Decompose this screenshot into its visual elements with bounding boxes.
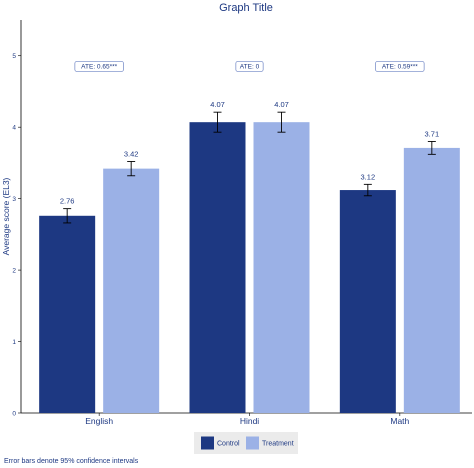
ate-label: ATE: 0.65*** [81,64,117,71]
legend-swatch-control [201,436,214,450]
value-label: 3.42 [124,149,139,158]
ate-badge [74,61,124,72]
bar-treatment-math [403,147,460,414]
y-tick-label: 0 [12,410,16,417]
ate-label: ATE: 0 [240,64,260,71]
value-label: 3.71 [425,129,440,138]
legend-label-treatment: Treatment [262,441,294,448]
y-tick-label: 4 [12,124,16,131]
y-tick-label: 5 [12,53,16,60]
bar-control-math [339,190,396,413]
y-axis-title: Average score (EL3) [1,177,11,255]
ate-label: ATE: 0.59*** [382,64,418,71]
bar-treatment-hindi [253,122,310,414]
y-tick-label: 3 [12,196,16,203]
chart-title: Graph Title [219,2,273,14]
x-tick-label: English [85,416,113,426]
bar-control-hindi [189,122,246,414]
ate-badge [375,61,425,72]
value-label: 4.07 [274,100,289,109]
value-label: 3.12 [361,172,376,181]
value-label: 4.07 [210,100,225,109]
y-tick-label: 1 [12,339,16,346]
y-tick-label: 2 [12,267,16,274]
bar-treatment-english [103,168,160,413]
x-tick-label: Hindi [240,416,259,426]
chart-footnote: Error bars denote 95% confidence interva… [4,458,139,465]
legend-label-control: Control [217,441,240,448]
legend-swatch-treatment [246,436,259,450]
value-label: 2.76 [60,197,75,206]
ate-badge [235,61,264,72]
bar-control-english [39,215,96,413]
x-tick-label: Math [390,416,409,426]
